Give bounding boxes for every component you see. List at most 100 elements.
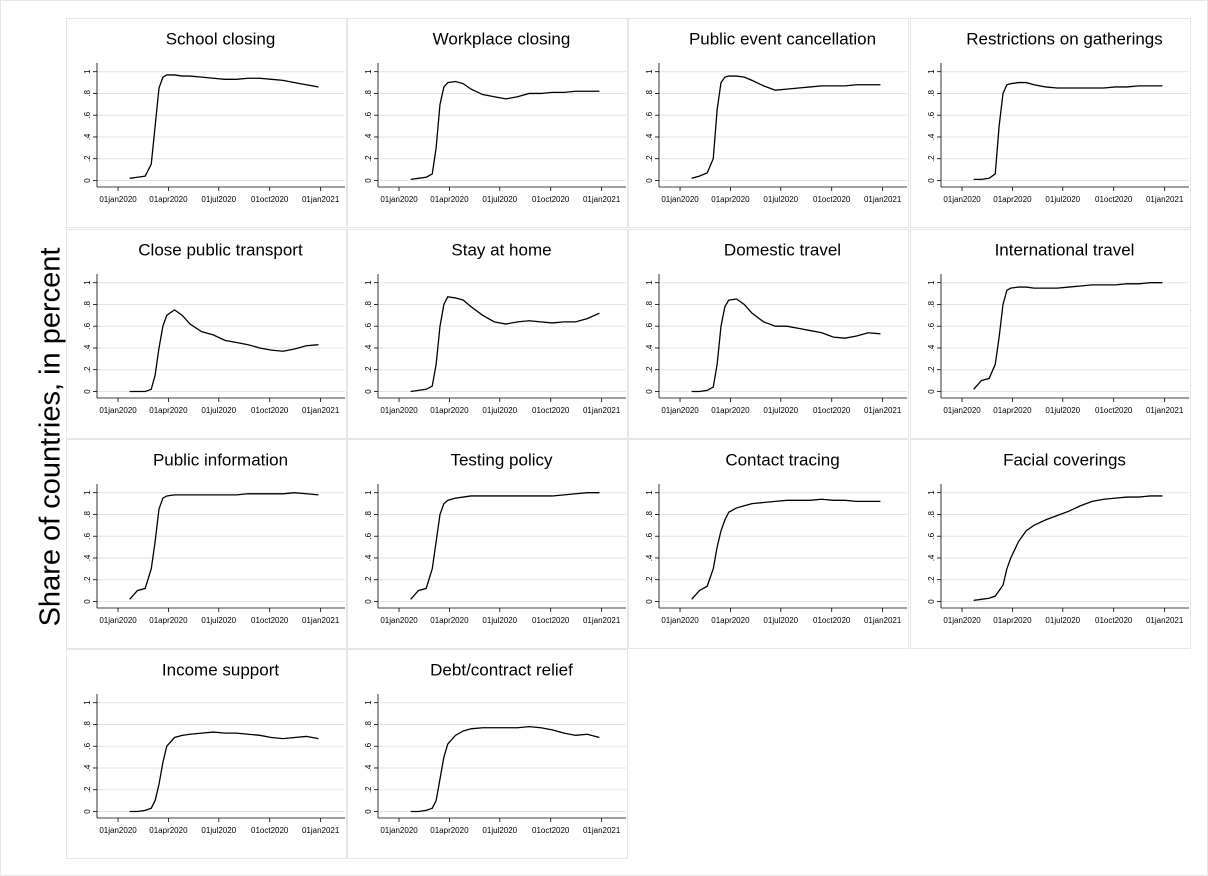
x-tick-label: 01jan2020: [661, 406, 699, 415]
x-tick-label: 01jul2020: [201, 826, 236, 835]
x-tick-label: 01apr2020: [149, 826, 188, 835]
y-tick-label: .4: [645, 554, 654, 561]
x-tick-label: 01oct2020: [532, 406, 570, 415]
y-tick-label: 0: [83, 178, 92, 183]
y-tick-label: .2: [645, 155, 654, 162]
x-tick-label: 01oct2020: [813, 616, 851, 625]
y-tick-label: .8: [927, 90, 936, 97]
y-tick-label: .2: [83, 786, 92, 793]
panel-title: Facial coverings: [1003, 450, 1126, 469]
x-tick-label: 01jan2020: [99, 616, 137, 625]
panel-frame: [66, 18, 347, 228]
series-line: [129, 74, 319, 179]
y-tick-label: 1: [83, 490, 92, 495]
x-tick-label: 01jan2021: [864, 406, 902, 415]
x-tick-label: 01jan2021: [583, 616, 621, 625]
y-tick-label: .4: [364, 554, 373, 561]
x-tick-label: 01jan2021: [302, 195, 340, 204]
x-tick-label: 01apr2020: [430, 616, 469, 625]
y-tick-label: 0: [927, 389, 936, 394]
x-tick-label: 01oct2020: [251, 616, 289, 625]
y-tick-label: 0: [927, 599, 936, 604]
panel-title: Stay at home: [451, 240, 551, 259]
x-tick-label: 01apr2020: [711, 406, 750, 415]
y-tick-label: 1: [927, 280, 936, 285]
y-tick-label: .6: [927, 532, 936, 539]
panel-frame: [628, 439, 909, 649]
y-tick-label: .4: [645, 133, 654, 140]
y-axis-label: Share of countries, in percent: [35, 248, 67, 627]
y-tick-label: .8: [364, 511, 373, 518]
y-tick-label: 1: [927, 490, 936, 495]
x-tick-label: 01jan2021: [583, 406, 621, 415]
series-line: [410, 296, 600, 393]
x-tick-label: 01jan2021: [1146, 406, 1184, 415]
y-tick-label: 0: [83, 809, 92, 814]
y-tick-label: 0: [364, 389, 373, 394]
panel-frame: [910, 18, 1191, 228]
x-tick-label: 01jan2020: [661, 616, 699, 625]
x-tick-label: 01jul2020: [482, 406, 517, 415]
y-tick-label: .4: [83, 554, 92, 561]
y-tick-label: .4: [364, 344, 373, 351]
panel-title: School closing: [166, 29, 276, 48]
panel-frame: [347, 18, 628, 228]
x-tick-label: 01jul2020: [201, 616, 236, 625]
y-tick-label: .8: [83, 301, 92, 308]
x-tick-label: 01jan2020: [943, 195, 981, 204]
panel-frame: [910, 439, 1191, 649]
x-tick-label: 01jan2021: [302, 826, 340, 835]
panel-title: Workplace closing: [433, 29, 571, 48]
y-tick-label: .4: [364, 764, 373, 771]
x-tick-label: 01jan2020: [380, 406, 418, 415]
y-tick-label: 1: [645, 280, 654, 285]
x-tick-label: 01oct2020: [532, 616, 570, 625]
y-tick-label: .6: [927, 322, 936, 329]
y-tick-label: .6: [927, 111, 936, 118]
x-tick-label: 01oct2020: [813, 406, 851, 415]
y-tick-label: .6: [645, 111, 654, 118]
y-tick-label: .2: [927, 576, 936, 583]
y-tick-label: 0: [83, 389, 92, 394]
x-tick-label: 01jul2020: [763, 195, 798, 204]
series-line: [973, 495, 1163, 602]
x-tick-label: 01apr2020: [711, 195, 750, 204]
y-tick-label: .2: [364, 786, 373, 793]
y-tick-label: .8: [83, 90, 92, 97]
y-tick-label: .4: [83, 133, 92, 140]
y-tick-label: .4: [364, 133, 373, 140]
y-tick-label: .8: [364, 721, 373, 728]
x-tick-label: 01jan2021: [302, 616, 340, 625]
x-tick-label: 01jul2020: [763, 616, 798, 625]
x-tick-label: 01jul2020: [1045, 195, 1080, 204]
x-tick-label: 01jan2020: [661, 195, 699, 204]
y-tick-label: .8: [645, 90, 654, 97]
x-tick-label: 01jul2020: [482, 826, 517, 835]
y-tick-label: 0: [364, 178, 373, 183]
series-line: [410, 80, 600, 181]
y-tick-label: 1: [83, 280, 92, 285]
y-tick-label: .6: [645, 532, 654, 539]
x-tick-label: 01oct2020: [251, 195, 289, 204]
panel-frame: [66, 439, 347, 649]
x-tick-label: 01oct2020: [1095, 195, 1133, 204]
x-tick-label: 01jan2020: [943, 406, 981, 415]
y-tick-label: 0: [83, 599, 92, 604]
x-tick-label: 01jan2020: [99, 406, 137, 415]
panel-title: Debt/contract relief: [430, 660, 573, 679]
x-tick-label: 01jan2020: [380, 826, 418, 835]
y-tick-label: .2: [83, 155, 92, 162]
y-tick-label: .4: [927, 344, 936, 351]
panel-title: Close public transport: [138, 240, 303, 259]
y-tick-label: 0: [364, 809, 373, 814]
y-tick-label: 1: [364, 69, 373, 74]
y-tick-label: 1: [83, 69, 92, 74]
x-tick-label: 01oct2020: [813, 195, 851, 204]
panel-title: Public event cancellation: [689, 29, 876, 48]
x-tick-label: 01apr2020: [430, 195, 469, 204]
y-tick-label: .6: [83, 322, 92, 329]
panel-frame: [347, 439, 628, 649]
x-tick-label: 01oct2020: [1095, 616, 1133, 625]
y-tick-label: .4: [645, 344, 654, 351]
